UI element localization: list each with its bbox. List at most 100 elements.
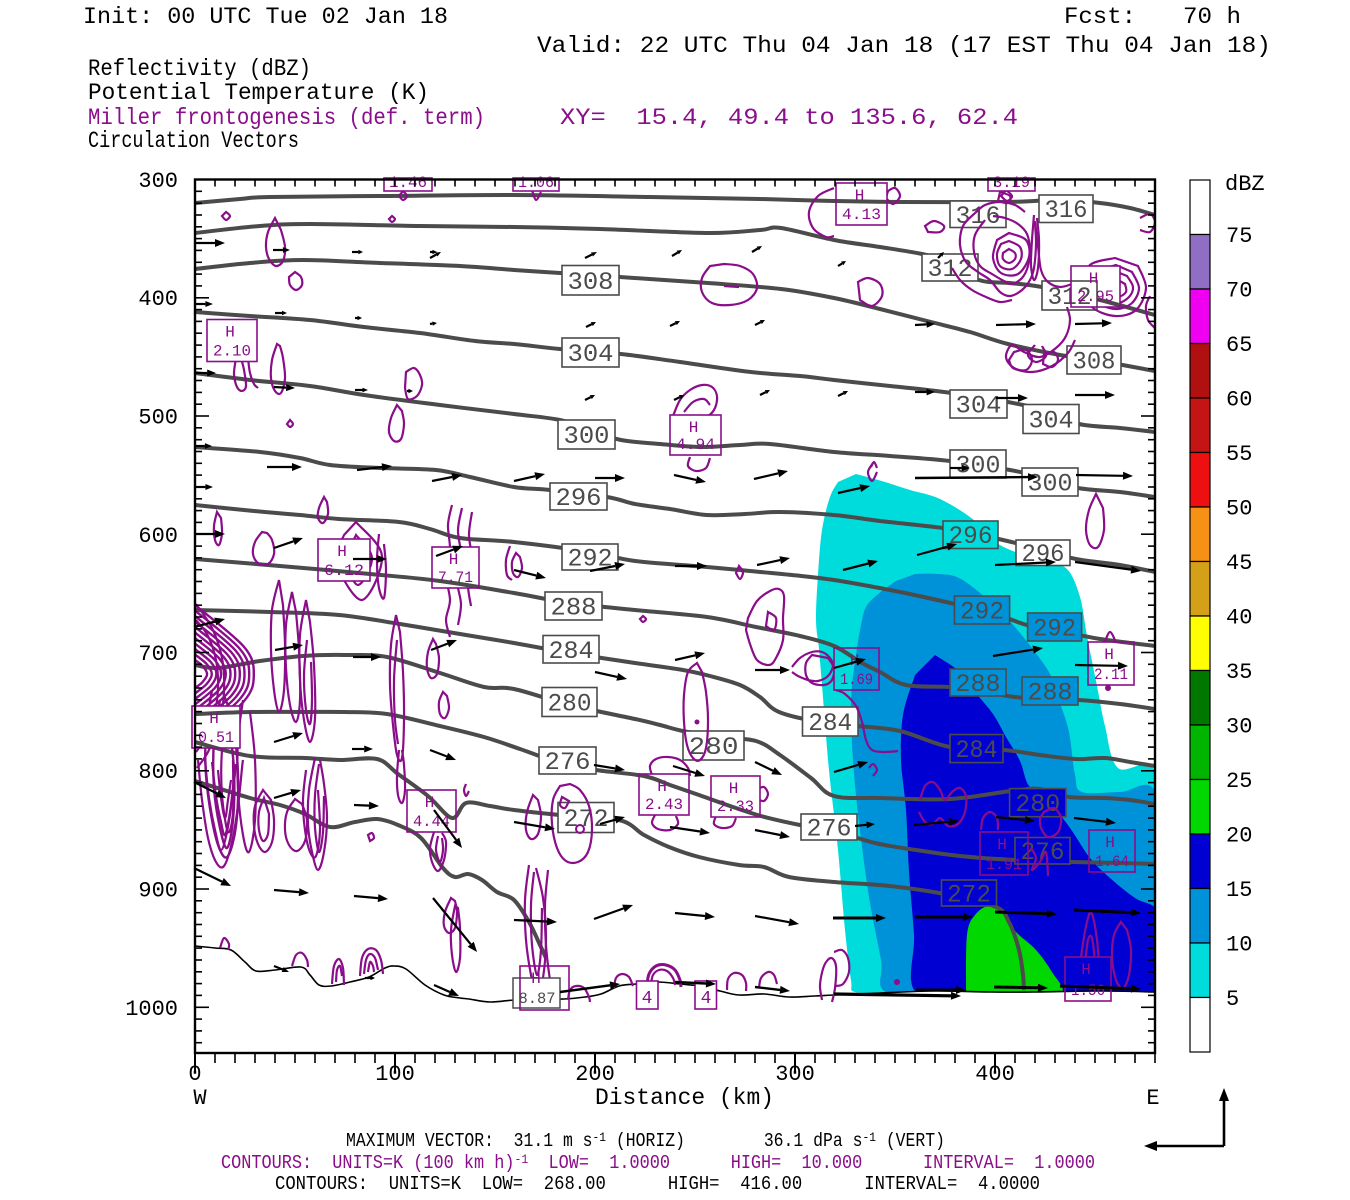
svg-text:292: 292 xyxy=(568,545,613,574)
svg-text:4: 4 xyxy=(642,989,653,1009)
svg-text:dBZ: dBZ xyxy=(1225,172,1265,197)
svg-text:1000: 1000 xyxy=(125,997,178,1022)
svg-text:316: 316 xyxy=(1045,196,1088,225)
svg-text:7.71: 7.71 xyxy=(438,569,473,587)
svg-text:XY= 15.4, 49.4 to 135.6, 62.4: XY= 15.4, 49.4 to 135.6, 62.4 xyxy=(560,105,1018,131)
svg-text:H: H xyxy=(449,551,459,569)
svg-text:600: 600 xyxy=(138,524,178,549)
svg-text:10: 10 xyxy=(1226,933,1252,958)
svg-text:65: 65 xyxy=(1226,333,1252,358)
svg-text:4: 4 xyxy=(701,989,712,1009)
svg-text:276: 276 xyxy=(545,748,591,777)
svg-text:4.94: 4.94 xyxy=(676,436,715,454)
svg-text:2.43: 2.43 xyxy=(645,796,683,814)
svg-text:400: 400 xyxy=(138,287,178,312)
svg-text:W: W xyxy=(193,1086,207,1111)
svg-text:200: 200 xyxy=(575,1062,615,1087)
svg-text:50: 50 xyxy=(1226,497,1252,522)
svg-text:CONTOURS: UNITS=K (100 km h)-: CONTOURS: UNITS=K (100 km h)-1 LOW= 1.00… xyxy=(221,1152,1095,1174)
svg-text:H: H xyxy=(855,187,865,205)
svg-text:288: 288 xyxy=(1028,679,1073,708)
svg-text:1.64: 1.64 xyxy=(1095,853,1129,871)
svg-text:280: 280 xyxy=(689,733,739,762)
svg-text:284: 284 xyxy=(956,736,998,765)
svg-text:35: 35 xyxy=(1226,660,1252,685)
svg-text:4.13: 4.13 xyxy=(842,206,881,224)
svg-text:288: 288 xyxy=(551,594,597,623)
svg-text:H: H xyxy=(1105,834,1115,852)
svg-text:280: 280 xyxy=(1015,790,1060,819)
svg-text:0.51: 0.51 xyxy=(198,729,234,747)
svg-text:70 h: 70 h xyxy=(1183,4,1241,30)
svg-text:H: H xyxy=(729,780,739,798)
svg-text:272: 272 xyxy=(947,881,991,910)
svg-text:H: H xyxy=(657,778,667,796)
svg-text:304: 304 xyxy=(568,340,614,369)
svg-text:276: 276 xyxy=(1021,838,1065,867)
svg-text:H: H xyxy=(225,324,235,342)
svg-text:280: 280 xyxy=(548,690,592,719)
svg-text:2.95: 2.95 xyxy=(1077,288,1114,306)
svg-text:8.87: 8.87 xyxy=(519,990,556,1008)
svg-text:288: 288 xyxy=(956,670,1001,699)
svg-text:300: 300 xyxy=(1028,470,1073,499)
svg-text:Miller frontogenesis (def. ter: Miller frontogenesis (def. term) xyxy=(88,105,485,131)
svg-text:Fcst:: Fcst: xyxy=(1064,4,1136,30)
svg-text:4.44: 4.44 xyxy=(413,813,450,831)
svg-text:400: 400 xyxy=(975,1062,1015,1087)
svg-text:1.56: 1.56 xyxy=(1071,982,1105,1000)
svg-text:296: 296 xyxy=(949,522,993,551)
svg-text:H: H xyxy=(531,970,541,988)
svg-text:1.69: 1.69 xyxy=(840,671,873,689)
svg-text:308: 308 xyxy=(568,268,614,297)
svg-text:MAXIMUM VECTOR: 31.1 m s-1 (H: MAXIMUM VECTOR: 31.1 m s-1 (HORIZ) 36.1 … xyxy=(346,1130,945,1152)
svg-text:30: 30 xyxy=(1226,715,1252,740)
svg-text:800: 800 xyxy=(138,760,178,785)
svg-text:300: 300 xyxy=(138,169,178,194)
svg-text:Init: 00 UTC Tue 02 Jan 18: Init: 00 UTC Tue 02 Jan 18 xyxy=(83,4,448,30)
svg-text:E: E xyxy=(1146,1086,1159,1111)
svg-text:292: 292 xyxy=(960,598,1004,627)
svg-text:276: 276 xyxy=(807,815,852,844)
svg-text:25: 25 xyxy=(1226,769,1252,794)
svg-text:272: 272 xyxy=(564,805,609,834)
svg-text:296: 296 xyxy=(1022,540,1065,569)
svg-text:20: 20 xyxy=(1226,824,1252,849)
svg-text:5: 5 xyxy=(1226,987,1239,1012)
svg-text:Distance (km): Distance (km) xyxy=(595,1085,774,1111)
svg-text:312: 312 xyxy=(928,255,973,284)
svg-text:H: H xyxy=(425,794,435,812)
svg-text:CONTOURS: UNITS=K LOW= 268.: CONTOURS: UNITS=K LOW= 268.00 HIGH= 416.… xyxy=(275,1173,1040,1195)
svg-text:60: 60 xyxy=(1226,388,1252,413)
svg-text:Valid: 22 UTC Thu 04 Jan 18 (1: Valid: 22 UTC Thu 04 Jan 18 (17 EST Thu … xyxy=(537,33,1271,59)
svg-text:15: 15 xyxy=(1226,878,1252,903)
svg-text:0: 0 xyxy=(188,1062,201,1087)
svg-text:3.19: 3.19 xyxy=(993,174,1030,192)
svg-text:284: 284 xyxy=(808,709,852,738)
svg-text:Reflectivity (dBZ): Reflectivity (dBZ) xyxy=(88,56,311,82)
svg-text:H: H xyxy=(209,710,219,728)
svg-text:292: 292 xyxy=(1033,615,1076,644)
svg-text:70: 70 xyxy=(1226,279,1252,304)
svg-text:H: H xyxy=(337,543,347,561)
svg-text:75: 75 xyxy=(1226,224,1252,249)
svg-text:284: 284 xyxy=(549,637,594,666)
svg-text:6.12: 6.12 xyxy=(324,562,364,580)
svg-text:100: 100 xyxy=(375,1062,415,1087)
svg-text:304: 304 xyxy=(1029,407,1074,436)
svg-text:H: H xyxy=(1081,961,1091,979)
svg-text:304: 304 xyxy=(956,392,1002,421)
svg-text:2.33: 2.33 xyxy=(717,798,754,816)
svg-text:300: 300 xyxy=(564,422,610,451)
svg-text:H: H xyxy=(997,836,1007,854)
svg-text:1.06: 1.06 xyxy=(518,174,554,192)
svg-text:1.91: 1.91 xyxy=(986,856,1022,874)
svg-text:H: H xyxy=(850,652,860,670)
svg-text:296: 296 xyxy=(556,484,602,513)
svg-text:H: H xyxy=(689,419,699,437)
svg-text:700: 700 xyxy=(138,642,178,667)
svg-text:45: 45 xyxy=(1226,551,1252,576)
svg-text:2.11: 2.11 xyxy=(1094,666,1128,684)
svg-text:Circulation Vectors: Circulation Vectors xyxy=(88,128,299,154)
svg-text:H: H xyxy=(1104,646,1114,664)
